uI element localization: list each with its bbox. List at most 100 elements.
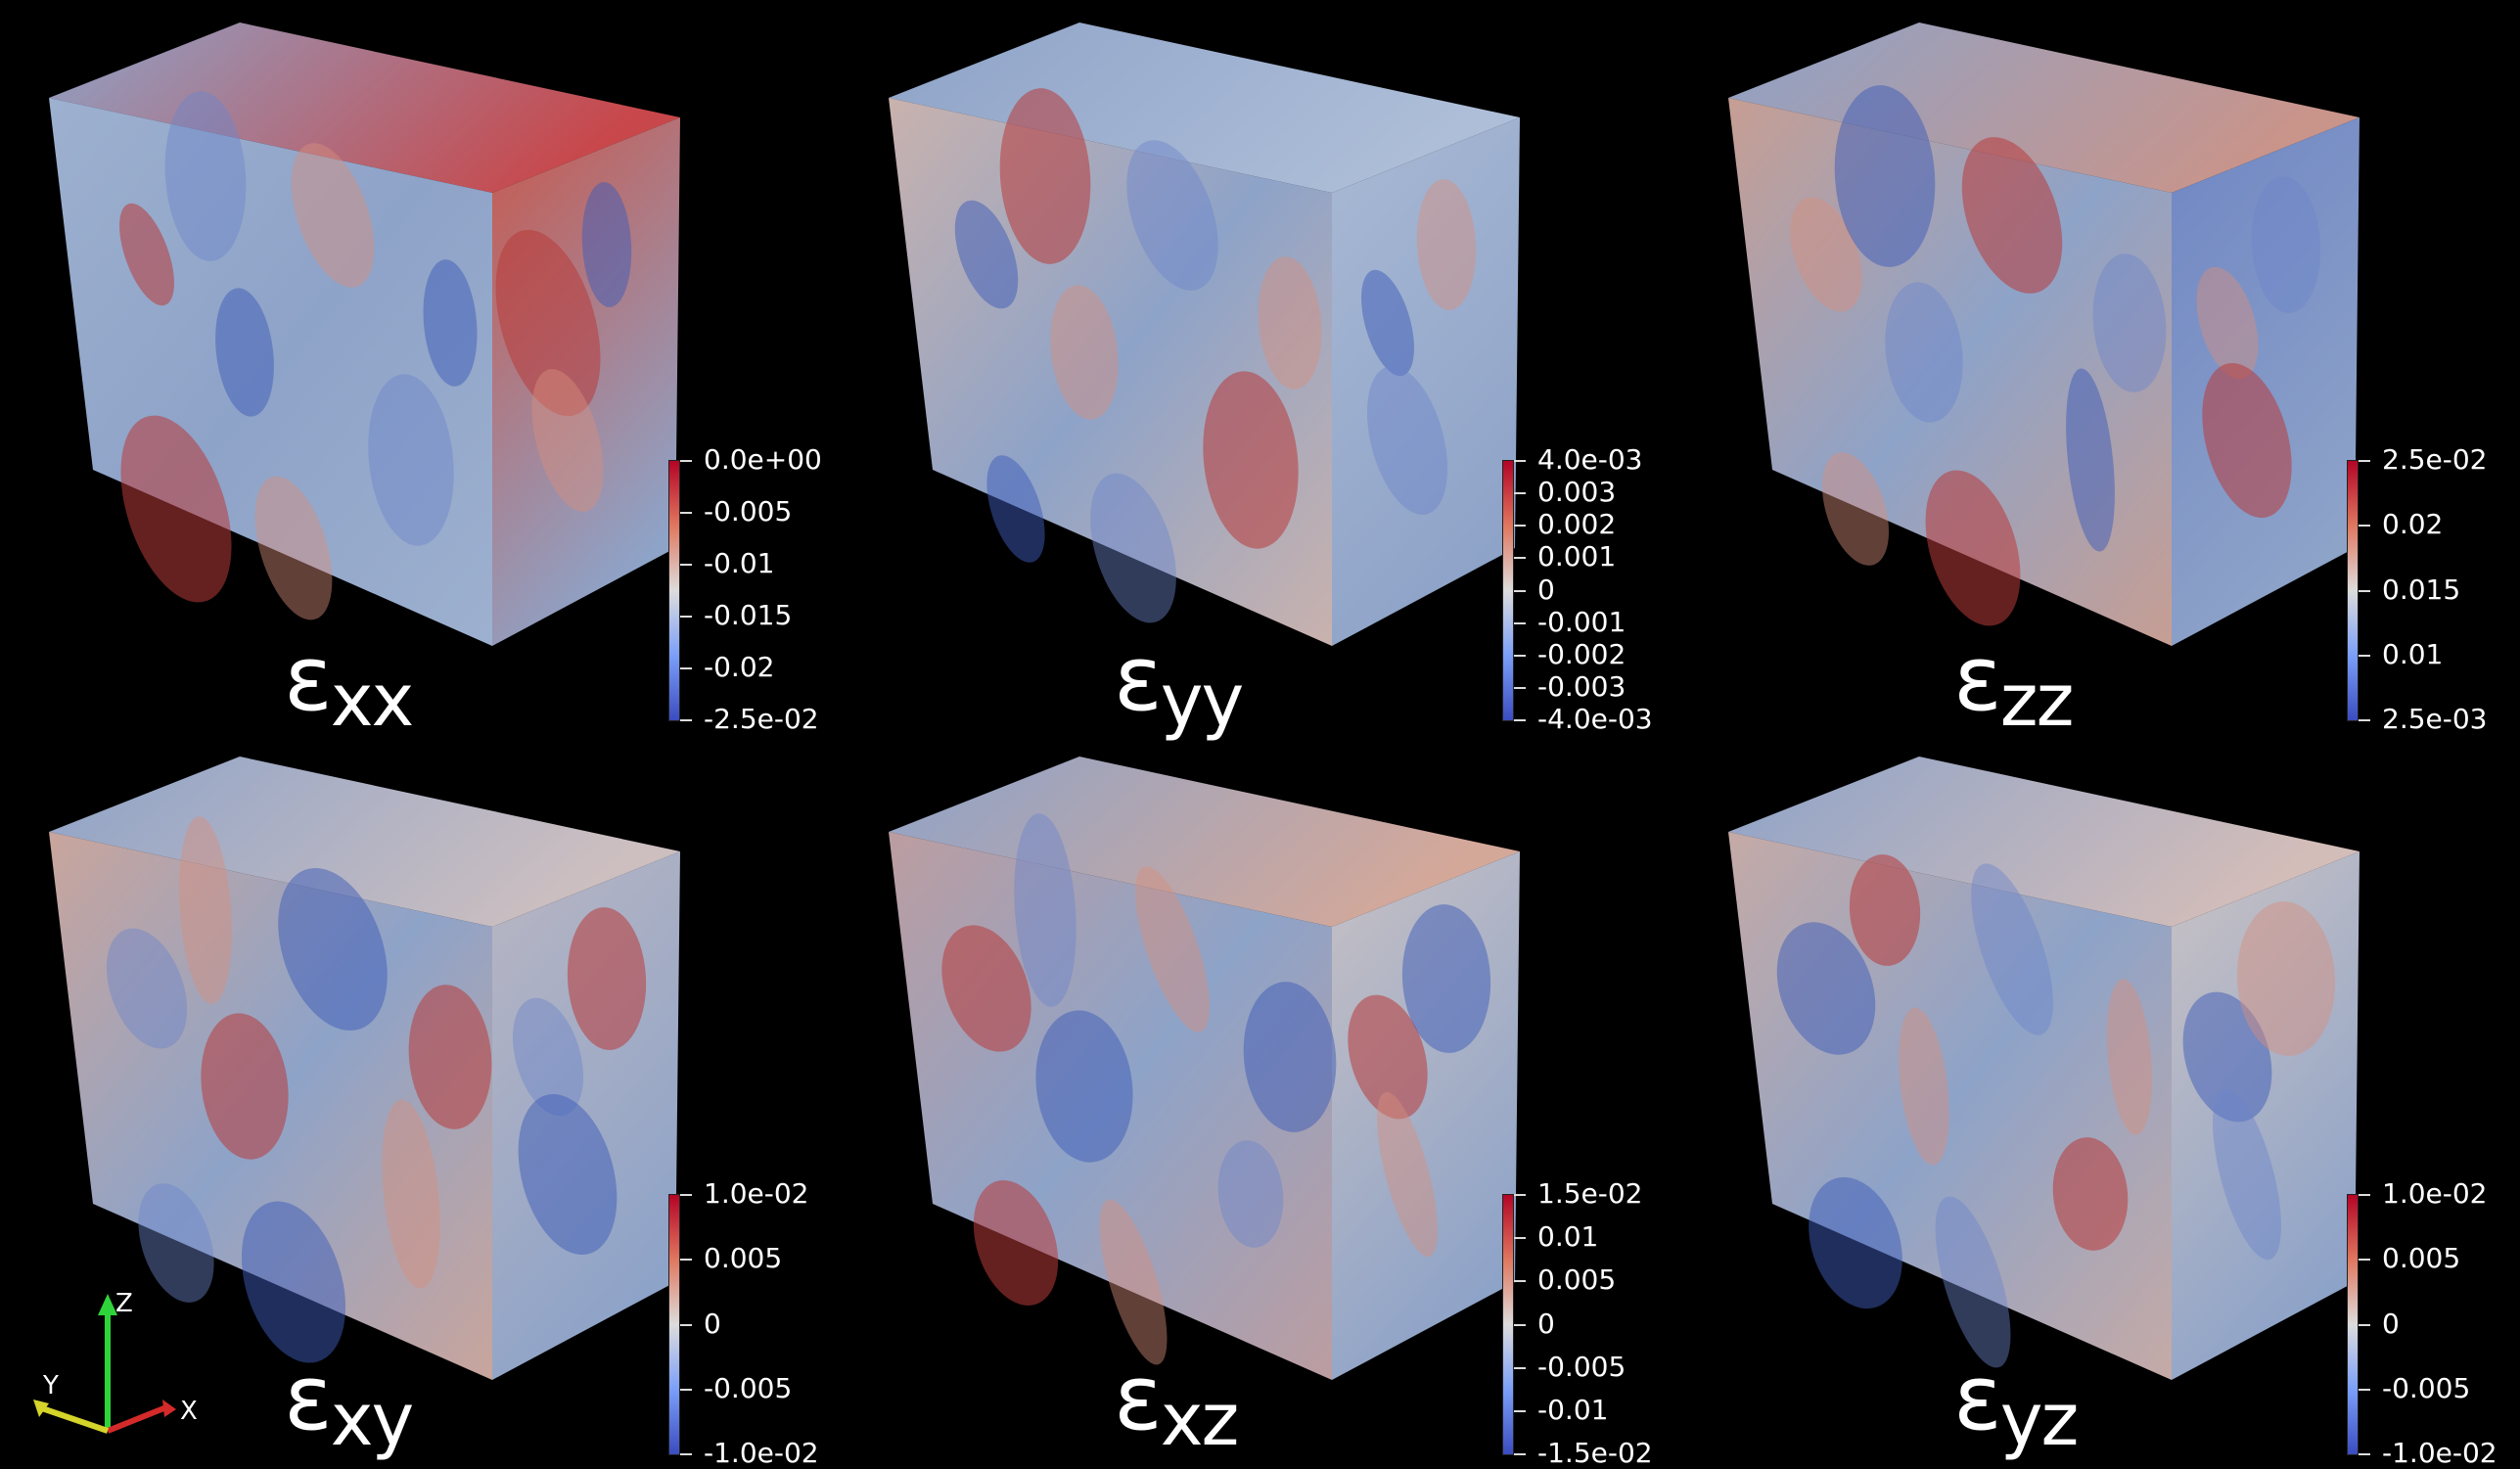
panel-label: εzz bbox=[1953, 626, 2075, 743]
colorbar-tick-mark bbox=[680, 512, 692, 514]
colorbar-tick-label: -0.001 bbox=[1537, 606, 1627, 638]
grain-patch bbox=[1050, 285, 1119, 420]
grain-patch bbox=[278, 868, 388, 1031]
grain-patch bbox=[120, 415, 232, 603]
grain-patch bbox=[1361, 269, 1414, 377]
colorbar-tick-mark bbox=[680, 616, 692, 618]
grain-patch bbox=[1099, 1199, 1168, 1365]
colorbar-tick-label: -0.005 bbox=[704, 1372, 793, 1404]
label-symbol: ε bbox=[1953, 626, 2002, 731]
grain-patch bbox=[973, 1180, 1059, 1306]
grain-patch bbox=[1243, 982, 1337, 1132]
grain-patch bbox=[254, 476, 333, 620]
colorbar-tick-label: -1.5e-02 bbox=[1537, 1437, 1653, 1469]
grain-patch bbox=[2213, 1088, 2281, 1261]
colorbar-tick-mark bbox=[1514, 492, 1526, 494]
cube-eyz bbox=[1728, 757, 2360, 1380]
colorbar-tick-label: 0.02 bbox=[2382, 508, 2444, 540]
colorbar-tick-label: 2.5e-02 bbox=[2382, 443, 2488, 476]
panel-label: εyz bbox=[1953, 1346, 2079, 1462]
panel-exy: 1.0e-02 0.005 0 -0.005 -1.0e-02 εxy bbox=[0, 734, 840, 1468]
colorbar-tick-label: -4.0e-03 bbox=[1537, 703, 1653, 735]
colorbar-tick-label: 0.01 bbox=[1537, 1220, 1599, 1253]
grain-patch bbox=[2107, 979, 2152, 1135]
grain-patch bbox=[1834, 85, 1936, 267]
colorbar-tick-mark bbox=[1514, 1280, 1526, 1282]
colorbar-tick-mark bbox=[2359, 1389, 2370, 1391]
grain-patch bbox=[201, 1013, 289, 1160]
panel-label: εyy bbox=[1114, 626, 1245, 743]
grain-patch bbox=[954, 200, 1019, 309]
colorbar-tick-label: -0.02 bbox=[704, 651, 775, 683]
x-axis-arrow-icon bbox=[162, 1400, 176, 1417]
cube-exx bbox=[49, 23, 680, 646]
colorbar-tick-mark bbox=[2359, 1194, 2370, 1196]
grain-patch bbox=[1809, 1176, 1902, 1309]
grain-patch bbox=[1885, 282, 1963, 423]
colorbar-tick-label: -0.01 bbox=[1537, 1394, 1609, 1426]
colorbar-tick-mark bbox=[680, 667, 692, 669]
grain-patch bbox=[2052, 1137, 2129, 1251]
cube-ezz bbox=[1728, 23, 2360, 646]
colorbar-tick-label: -0.01 bbox=[704, 547, 775, 579]
grain-patch bbox=[179, 816, 232, 1004]
label-symbol: ε bbox=[284, 1346, 333, 1450]
x-axis-label: X bbox=[180, 1397, 198, 1426]
y-axis-line bbox=[38, 1404, 109, 1434]
colorbar-tick-mark bbox=[1514, 1324, 1526, 1326]
colorbar-tick-label: 2.5e-03 bbox=[2382, 703, 2488, 735]
grain-patch bbox=[941, 925, 1031, 1052]
grain-patch bbox=[368, 374, 454, 546]
grain-patch bbox=[1217, 1140, 1284, 1248]
panel-label: εxx bbox=[284, 626, 414, 743]
cube-top-face bbox=[1728, 23, 2360, 193]
grain-patch bbox=[2236, 901, 2336, 1056]
colorbar-tick-label: 0 bbox=[1537, 574, 1555, 606]
colorbar-tick-mark bbox=[1514, 622, 1526, 624]
colorbar-tick-mark bbox=[2359, 655, 2370, 657]
grain-patch bbox=[2092, 253, 2167, 392]
label-subscript: zz bbox=[1999, 659, 2075, 743]
colorbar-tick-label: 0 bbox=[1537, 1308, 1555, 1340]
colorbar-tick-label: 0.005 bbox=[2382, 1242, 2461, 1274]
grain-patch bbox=[986, 455, 1045, 563]
colorbar-tick-mark bbox=[2359, 460, 2370, 462]
colorbar-tick-mark bbox=[2359, 525, 2370, 527]
grain-patch bbox=[2182, 991, 2272, 1123]
colorbar-tick-label: 0.0e+00 bbox=[704, 443, 822, 476]
cube-top-face bbox=[889, 757, 1520, 927]
grain-patch bbox=[999, 88, 1091, 264]
grain-patch bbox=[2196, 266, 2259, 380]
colorbar-tick-label: 0.003 bbox=[1537, 476, 1617, 508]
label-subscript: yy bbox=[1160, 659, 1245, 743]
colorbar-tick-mark bbox=[2359, 590, 2370, 592]
label-symbol: ε bbox=[284, 626, 333, 731]
cube-side-face bbox=[2172, 851, 2360, 1380]
colorbar-tick-label: 4.0e-03 bbox=[1537, 443, 1643, 476]
grain-patch bbox=[567, 907, 647, 1050]
grain-patch bbox=[1014, 813, 1077, 1007]
cube-exy bbox=[49, 757, 680, 1380]
grain-patch bbox=[1135, 866, 1210, 1033]
panel-eyy: 4.0e-03 0.003 0.002 0.001 0 -0.001 -0.002 -0.00… bbox=[840, 0, 1679, 743]
grain-patch bbox=[423, 259, 478, 387]
cube-top-face bbox=[889, 23, 1520, 193]
cube-top-face bbox=[49, 23, 680, 193]
cube-side-face bbox=[2172, 117, 2360, 646]
colorbar-tick-label: 0.005 bbox=[704, 1242, 783, 1274]
colorbar-tick-label: -0.015 bbox=[704, 599, 793, 631]
colorbar-tick-label: -0.005 bbox=[2382, 1372, 2471, 1404]
colorbar-tick-mark bbox=[2359, 719, 2370, 721]
grain-patch bbox=[138, 1183, 214, 1303]
label-symbol: ε bbox=[1114, 1346, 1163, 1450]
colorbar-tick-mark bbox=[1514, 1453, 1526, 1455]
grain-patch bbox=[1849, 854, 1921, 966]
colorbar-tick-label: 1.0e-02 bbox=[2382, 1177, 2488, 1210]
z-axis-label: Z bbox=[115, 1289, 133, 1318]
grain-patch bbox=[512, 997, 584, 1117]
colorbar-tick-label: -0.003 bbox=[1537, 670, 1627, 703]
colorbar-tick-label: 0 bbox=[704, 1308, 721, 1340]
grain-patch bbox=[1258, 256, 1322, 390]
colorbar-tick-mark bbox=[1514, 1367, 1526, 1369]
grain-patch bbox=[1776, 922, 1876, 1055]
